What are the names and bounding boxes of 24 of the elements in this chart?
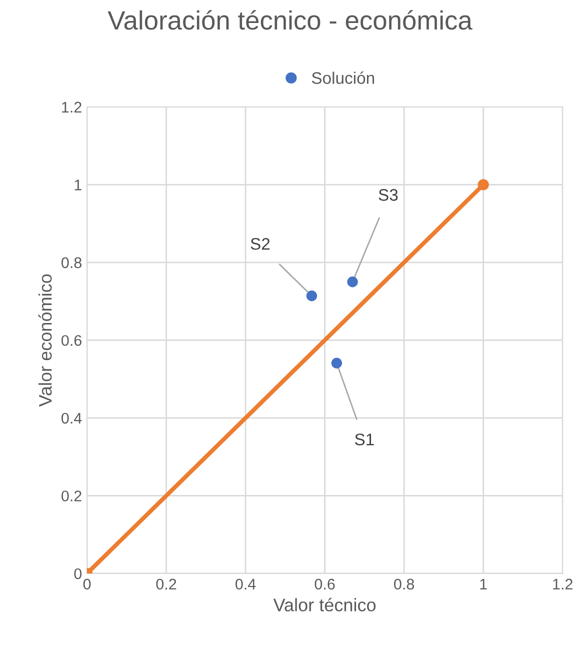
point (306, 290, 318, 302)
legend-label: Solución (312, 72, 374, 84)
annotation: S3 (378, 189, 398, 201)
x-axis-title: Valor técnico (273, 598, 376, 612)
x-tick-label: 0.4 (236, 578, 256, 590)
x-tick-label: 0.2 (156, 578, 176, 590)
x-tick-label: 0 (83, 578, 91, 590)
annotation: S2 (250, 238, 270, 250)
x-tick-label: 0.8 (394, 578, 414, 590)
y-axis-title: Valor económico (38, 274, 52, 407)
y-tick-label: 1 (74, 180, 82, 190)
chart-title: Valoración técnico - económica (108, 10, 472, 30)
y-tick-label: 0.6 (62, 335, 82, 346)
point (347, 276, 358, 288)
point (331, 358, 342, 368)
y-tick-label: 0.8 (62, 257, 82, 268)
y-tick-label: 1.2 (62, 102, 82, 112)
annotation: S1 (355, 434, 374, 446)
x-tick-label: 1.2 (553, 578, 572, 590)
y-tick-label: 0.4 (62, 412, 82, 424)
x-tick-label: 1 (480, 578, 487, 590)
y-tick-label: 0.2 (62, 490, 82, 502)
y-tick-label: 0 (74, 568, 82, 580)
x-tick-label: 0.6 (314, 578, 335, 590)
